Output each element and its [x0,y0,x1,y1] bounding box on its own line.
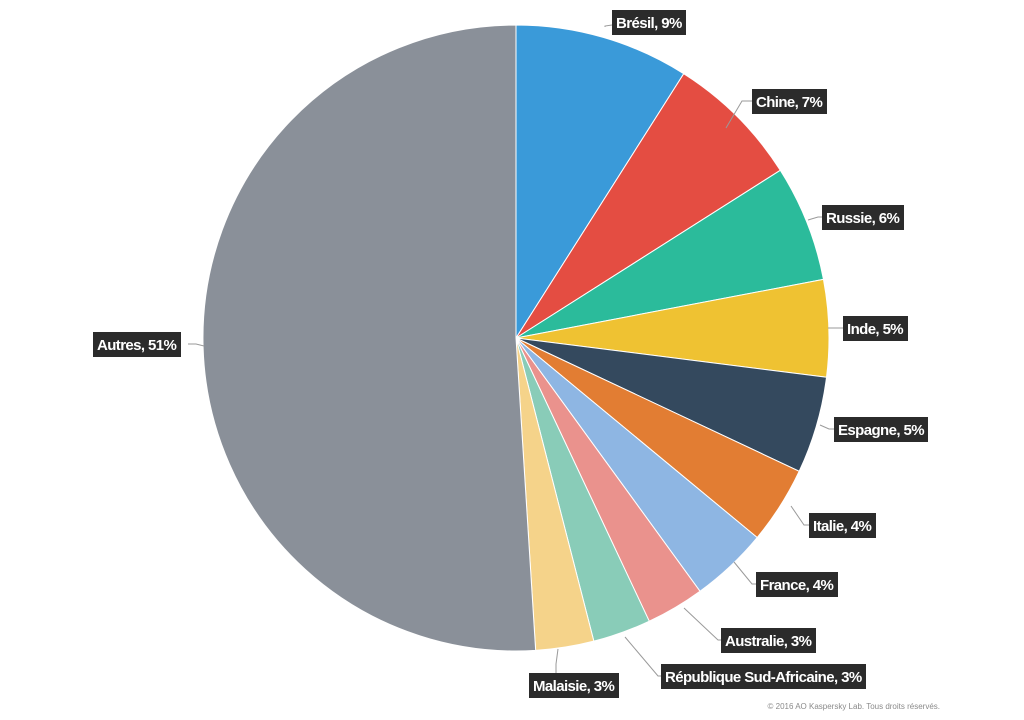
slice-label-text: Italie, 4% [813,518,871,535]
slice-label-background [93,332,181,357]
leader-line [555,648,559,673]
slice-label-background [809,513,876,538]
leader-line [683,607,721,641]
slice-label-text: Russie, 6% [826,210,899,227]
slice-label: Malaisie, 3% [529,673,619,698]
slice-label: Autres, 51% [93,332,181,357]
leader-line [733,561,756,585]
slice-label-background [822,205,904,230]
slice-label-text: France, 4% [760,577,833,594]
slice-label: Australie, 3% [721,628,816,653]
slice-label-text: Brésil, 9% [616,15,682,32]
slice-label-background [834,417,928,442]
pie-slice-russie [515,169,825,339]
pie-slice-chine [515,73,781,339]
slice-label: Brésil, 9% [612,10,686,35]
leader-line [819,424,834,430]
slice-label-background [756,572,838,597]
slice-label-text: Australie, 3% [725,633,812,650]
slice-label: République Sud-Africaine, 3% [661,664,866,689]
slice-label-text: Espagne, 5% [838,422,924,439]
slice-label-background [529,673,619,698]
slice-label-background [612,10,686,35]
slice-label: Espagne, 5% [834,417,928,442]
slice-label: Inde, 5% [843,316,908,341]
leader-line [807,216,822,221]
slice-label-text: Autres, 51% [97,337,177,354]
pie-slice-autres [202,24,537,652]
slice-label-background [661,664,866,689]
slice-label-text: République Sud-Africaine, 3% [665,669,862,686]
slice-label: France, 4% [756,572,838,597]
slice-label-text: Inde, 5% [847,321,903,338]
leader-line [725,100,752,129]
leader-line [188,343,205,347]
slice-label-background [721,628,816,653]
slice-label-background [843,316,908,341]
slice-label: Russie, 6% [822,205,904,230]
pie-slice-br-sil [515,24,685,340]
slice-label: Italie, 4% [809,513,876,538]
copyright-notice: © 2016 AO Kaspersky Lab. Tous droits rés… [767,702,941,711]
slice-label-text: Chine, 7% [756,94,823,111]
slice-label-background [752,89,827,114]
slice-label: Chine, 7% [752,89,827,114]
slice-label-text: Malaisie, 3% [533,678,614,695]
leader-line [604,24,613,27]
leader-line [790,505,809,526]
leader-line [624,636,661,677]
